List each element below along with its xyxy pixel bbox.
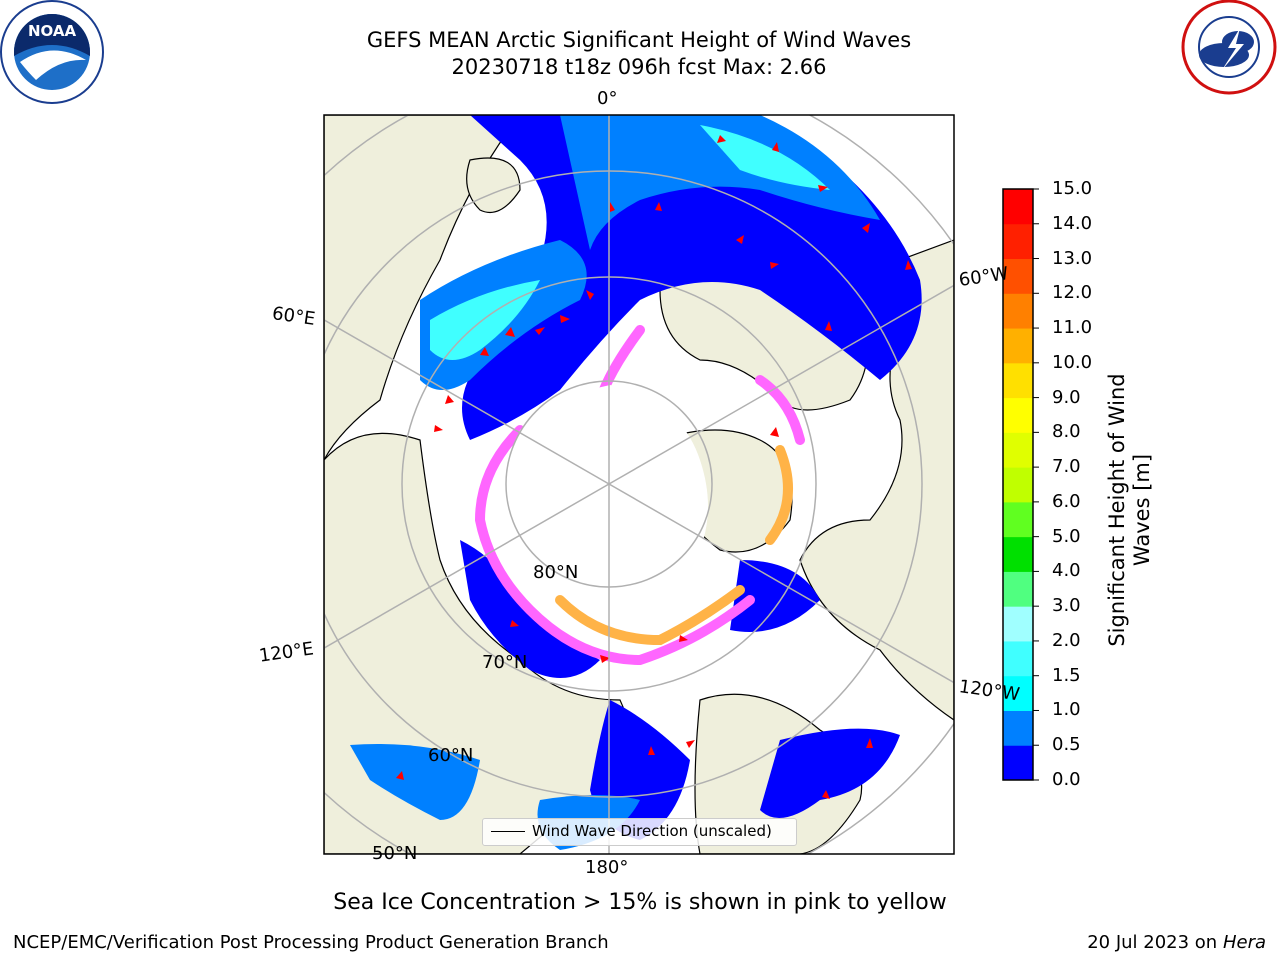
arrow-marker — [770, 427, 779, 437]
colorbar-segment — [1003, 293, 1033, 329]
colorbar-tick-label: 7.0 — [1052, 456, 1081, 478]
colorbar-segment — [1003, 606, 1033, 642]
arrow-marker — [480, 347, 489, 356]
colorbar-tick-label: 9.0 — [1052, 386, 1081, 408]
colorbar-segment — [1003, 467, 1033, 503]
lon-label-0: 0° — [597, 88, 618, 109]
colorbar-segment — [1003, 571, 1033, 607]
colorbar-label-line2: Waves [m] — [1130, 453, 1154, 567]
colorbar-label-line1: Significant Height of Wind — [1105, 373, 1129, 647]
arrow-marker — [905, 260, 912, 270]
arrow-marker — [717, 135, 726, 143]
colorbar-segment — [1003, 745, 1033, 781]
colorbar-segment — [1003, 675, 1033, 711]
arrow-marker — [600, 655, 610, 663]
lat-label-70n: 70°N — [482, 652, 528, 673]
colorbar-segment — [1003, 397, 1033, 433]
footer-host: Hera — [1222, 932, 1266, 953]
colorbar-segment — [1003, 710, 1033, 746]
arrow-marker — [535, 327, 545, 335]
arrow-marker — [679, 635, 688, 642]
lon-label-180: 180° — [585, 857, 629, 878]
arrow-marker — [445, 395, 454, 404]
map-legend: Wind Wave Direction (unscaled) — [482, 818, 797, 846]
colorbar-tick-label: 1.5 — [1052, 664, 1081, 686]
arrow-marker — [825, 321, 832, 331]
colorbar-segment — [1003, 432, 1033, 468]
colorbar-tick-label: 11.0 — [1052, 317, 1093, 339]
colorbar-tick-label: 3.0 — [1052, 595, 1081, 617]
colorbar-segment — [1003, 223, 1033, 260]
colorbar-frame — [1002, 188, 1034, 781]
colorbar-tick-label: 14.0 — [1052, 212, 1093, 234]
colorbar-tick-label: 0.0 — [1052, 769, 1081, 790]
footer-date-text: 20 Jul 2023 on — [1087, 932, 1223, 953]
lat-label-50n: 50°N — [372, 843, 418, 864]
sea-ice-caption: Sea Ice Concentration > 15% is shown in … — [333, 890, 947, 915]
title-line-1: GEFS MEAN Arctic Significant Height of W… — [366, 28, 912, 52]
arrow-marker — [655, 202, 662, 211]
colorbar-segment — [1003, 362, 1033, 399]
arrow-marker — [505, 327, 515, 337]
footer-date: 20 Jul 2023 on Hera — [1087, 932, 1266, 953]
lat-label-60n: 60°N — [428, 745, 474, 766]
colorbar-segment — [1003, 328, 1033, 364]
arrow-marker — [560, 315, 570, 323]
legend-entry: Wind Wave Direction (unscaled) — [532, 822, 772, 840]
colorbar-tick-label: 6.0 — [1052, 490, 1081, 512]
arrow-marker — [586, 290, 594, 300]
svg-text:NOAA: NOAA — [28, 22, 77, 40]
colorbar — [1003, 188, 1039, 781]
title-line-2: 20230718 t18z 096h fcst Max: 2.66 — [451, 55, 827, 79]
arrow-marker — [862, 223, 870, 233]
nws-logo — [1181, 0, 1277, 95]
arrow-marker — [736, 235, 744, 244]
arrow-marker — [770, 262, 779, 269]
lat-label-80n: 80°N — [533, 562, 579, 583]
colorbar-tick-label: 15.0 — [1052, 178, 1093, 199]
map-frame — [323, 114, 955, 855]
colorbar-tick-label: 2.0 — [1052, 629, 1081, 651]
arrow-marker — [610, 202, 615, 212]
noaa-logo: NOAA — [0, 0, 104, 104]
colorbar-segment — [1003, 258, 1033, 294]
arrow-marker — [434, 425, 443, 432]
colorbar-tick-label: 1.0 — [1052, 699, 1081, 721]
sea-ice-field — [474, 325, 805, 666]
legend-line-swatch — [491, 831, 525, 832]
arrow-marker — [396, 771, 404, 780]
arrow-marker — [510, 620, 519, 627]
wind-wave-arrows — [396, 135, 912, 799]
arrow-marker — [772, 142, 779, 152]
colorbar-segment — [1003, 501, 1033, 538]
arrow-marker — [866, 738, 873, 748]
arrow-marker — [648, 746, 655, 755]
arrow-marker — [822, 790, 830, 799]
colorbar-segment — [1003, 189, 1033, 225]
colorbar-tick-label: 10.0 — [1052, 351, 1093, 373]
colorbar-segment — [1003, 640, 1033, 677]
colorbar-tick-label: 4.0 — [1052, 560, 1081, 582]
colorbar-label: Significant Height of Wind Waves [m] — [1105, 210, 1155, 810]
arrow-marker — [686, 740, 695, 748]
colorbar-tick-label: 8.0 — [1052, 421, 1081, 443]
arrow-marker — [818, 185, 828, 192]
colorbar-tick-label: 13.0 — [1052, 247, 1093, 269]
colorbar-tick-label: 5.0 — [1052, 525, 1081, 547]
colorbar-tick-label: 0.5 — [1052, 734, 1081, 756]
sea-ice-core — [502, 385, 708, 602]
graticule — [324, 115, 954, 854]
colorbar-tick-label: 12.0 — [1052, 282, 1093, 304]
polar-map — [324, 115, 954, 854]
colorbar-segment — [1003, 536, 1033, 572]
footer-credit: NCEP/EMC/Verification Post Processing Pr… — [13, 932, 609, 953]
